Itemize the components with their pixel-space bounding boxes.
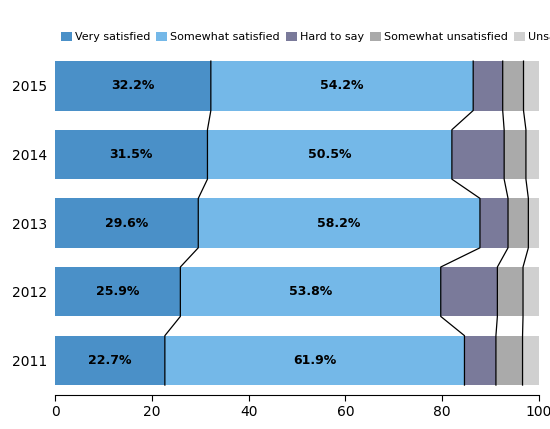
Bar <box>55 61 211 111</box>
Text: 50.5%: 50.5% <box>308 148 351 161</box>
Text: 29.6%: 29.6% <box>105 217 148 230</box>
Bar <box>464 335 496 385</box>
Text: 31.5%: 31.5% <box>109 148 153 161</box>
Bar <box>496 335 522 385</box>
Bar <box>211 61 473 111</box>
Text: 61.9%: 61.9% <box>293 354 336 367</box>
Bar <box>526 130 539 179</box>
Text: 54.2%: 54.2% <box>320 79 364 92</box>
Bar <box>55 130 207 179</box>
Bar <box>503 61 524 111</box>
Bar <box>524 61 539 111</box>
Bar <box>522 335 539 385</box>
Text: 32.2%: 32.2% <box>111 79 155 92</box>
Bar <box>504 130 526 179</box>
Bar <box>529 198 539 248</box>
Bar <box>497 267 523 317</box>
Text: 58.2%: 58.2% <box>317 217 361 230</box>
Bar <box>452 130 504 179</box>
Bar <box>441 267 497 317</box>
Bar <box>180 267 441 317</box>
Bar <box>55 198 198 248</box>
Bar <box>473 61 503 111</box>
Bar <box>508 198 529 248</box>
Bar <box>55 267 180 317</box>
Bar <box>480 198 508 248</box>
Text: 22.7%: 22.7% <box>88 354 131 367</box>
Bar <box>198 198 480 248</box>
Bar <box>165 335 464 385</box>
Legend: Very satisfied, Somewhat satisfied, Hard to say, Somewhat unsatisfied, Unsatisfi: Very satisfied, Somewhat satisfied, Hard… <box>60 32 550 42</box>
Bar <box>207 130 452 179</box>
Bar <box>55 335 165 385</box>
Bar <box>523 267 539 317</box>
Text: 53.8%: 53.8% <box>289 285 332 298</box>
Text: 25.9%: 25.9% <box>96 285 139 298</box>
